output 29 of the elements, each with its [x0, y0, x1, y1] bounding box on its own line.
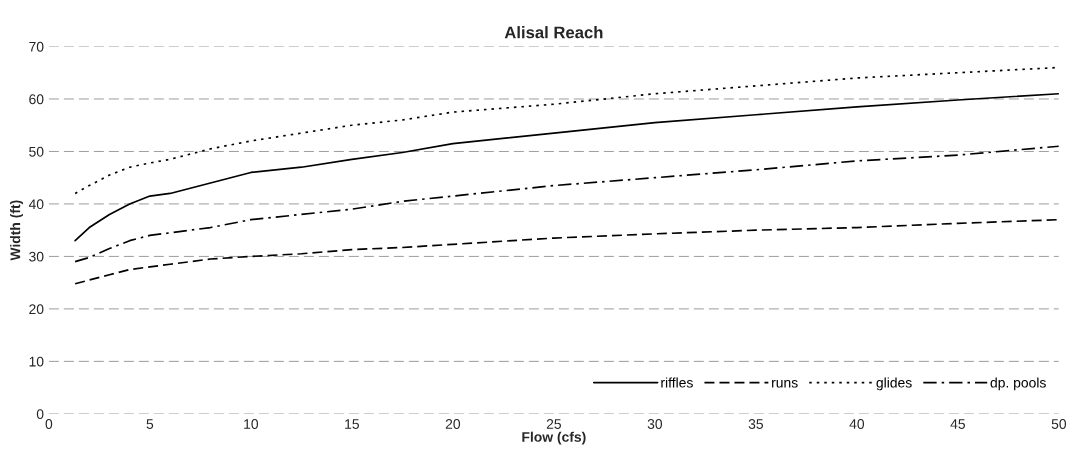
y-tick-label: 70 [29, 41, 44, 52]
y-tick-label: 10 [29, 356, 44, 367]
y-tick-label: 20 [29, 304, 44, 315]
x-tick-label: 45 [950, 419, 965, 429]
legend-label: riffles [661, 377, 693, 388]
legend-label: glides [876, 377, 912, 391]
y-tick-label: 50 [29, 146, 44, 157]
x-tick-label: 50 [1051, 419, 1067, 429]
x-tick-label: 30 [647, 419, 663, 429]
line-series [74, 145, 1059, 263]
x-tick-label: 5 [146, 419, 154, 429]
x-tick-label: 0 [45, 419, 53, 429]
y-tick-label: 0 [36, 409, 44, 420]
y-tick-label: 30 [29, 251, 44, 262]
line-series [74, 92, 1059, 242]
x-tick-label: 40 [849, 419, 865, 429]
x-tick-label: 35 [748, 419, 763, 429]
x-tick-label: 10 [244, 419, 259, 429]
chart-title: Alisal Reach [504, 26, 603, 39]
y-tick-label: 60 [29, 94, 44, 105]
x-tick-label: 25 [546, 419, 561, 429]
x-axis-title: Flow (cfs) [522, 431, 586, 445]
legend-label: dp. pools [990, 377, 1046, 391]
legend-label: runs [772, 379, 798, 388]
line-series [74, 218, 1059, 285]
y-axis-title: Width (ft) [10, 200, 24, 261]
x-tick-label: 15 [345, 419, 360, 429]
y-tick-label: 40 [28, 199, 44, 210]
x-tick-label: 20 [445, 419, 461, 429]
